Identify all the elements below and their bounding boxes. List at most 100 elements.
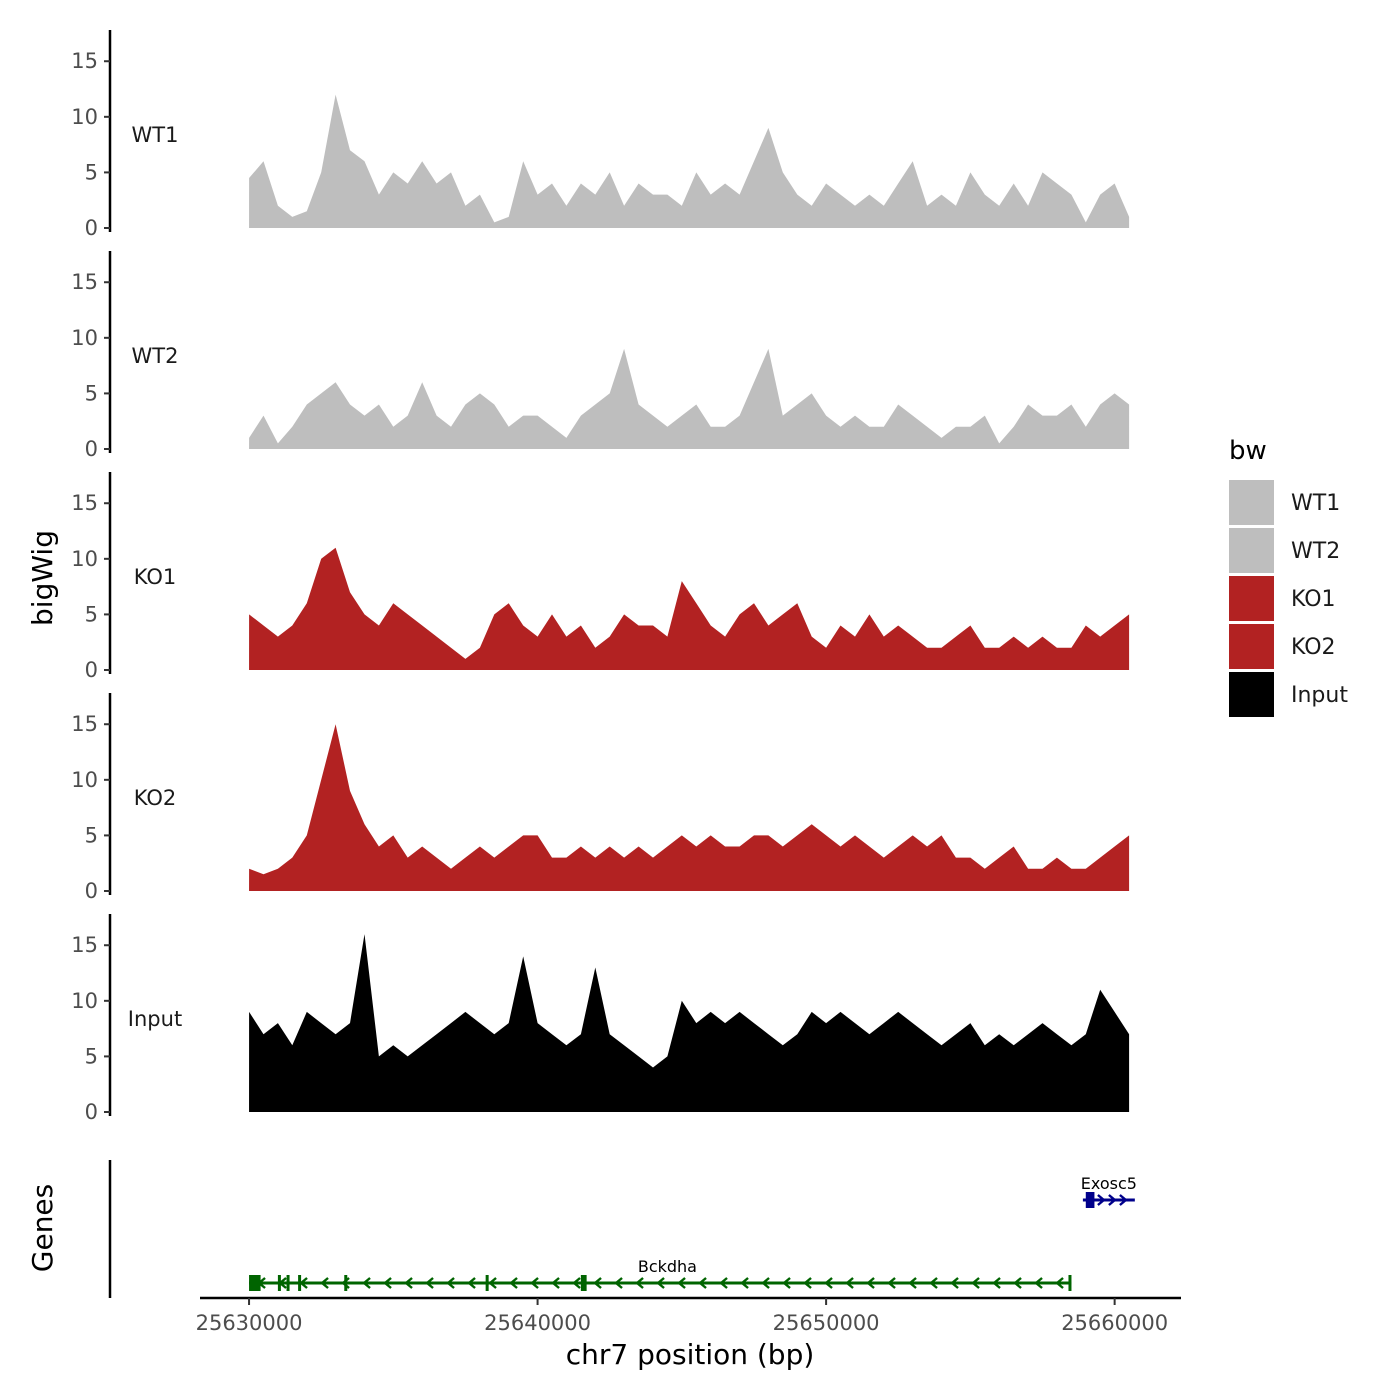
strand-chevron: [509, 1277, 518, 1289]
strand-chevron: [929, 1277, 938, 1289]
track-wt1: 0 5 10 15 WT1: [71, 30, 1130, 240]
exon: [1085, 1192, 1095, 1208]
y-tick-label: 5: [85, 823, 98, 847]
legend-key-ko2: [1229, 624, 1274, 669]
strand-chevron: [782, 1277, 791, 1289]
y-tick-label: 0: [85, 879, 98, 903]
strand-chevron: [866, 1277, 875, 1289]
x-tick-label: 25650000: [773, 1311, 880, 1335]
strand-chevron: [761, 1277, 770, 1289]
x-tick-label: 25640000: [484, 1311, 591, 1335]
strand-chevron: [446, 1277, 455, 1289]
exon: [580, 1275, 587, 1291]
strand-chevron: [698, 1277, 707, 1289]
legend-label-wt1: WT1: [1291, 491, 1340, 516]
legend-key-ko1: [1229, 576, 1274, 621]
track-ko2: 0 5 10 15 KO2: [71, 693, 1130, 903]
strand-chevron: [404, 1277, 413, 1289]
x-tick-label: 25630000: [196, 1311, 303, 1335]
strand-chevron: [1055, 1277, 1064, 1289]
area-ko2: [249, 724, 1130, 891]
y-tick-label: 15: [71, 933, 98, 957]
y-tick-label: 15: [71, 49, 98, 73]
strand-chevron: [530, 1277, 539, 1289]
strand-chevron: [572, 1277, 581, 1289]
strand-chevron: [992, 1277, 1001, 1289]
x-axis-title: chr7 position (bp): [566, 1338, 815, 1371]
area-wt2: [249, 348, 1130, 449]
legend-key-input: [1229, 672, 1274, 717]
y-axis-title: bigWig: [26, 530, 59, 626]
y-tick-label: 5: [85, 602, 98, 626]
area-wt1: [249, 94, 1130, 228]
strand-chevron: [908, 1277, 917, 1289]
strand-chevron: [1108, 1194, 1117, 1206]
exon: [277, 1275, 281, 1291]
exon: [344, 1275, 348, 1291]
legend-key-wt1: [1229, 480, 1274, 525]
strand-chevron: [614, 1277, 623, 1289]
exon: [298, 1275, 302, 1291]
y-tick-label: 15: [71, 712, 98, 736]
strand-chevron: [1097, 1194, 1106, 1206]
track-label-wt1: WT1: [132, 123, 179, 147]
track-label-ko2: KO2: [134, 786, 177, 810]
y-tick-label: 5: [85, 381, 98, 405]
y-tick-label: 10: [71, 105, 98, 129]
strand-chevron: [1119, 1194, 1128, 1206]
strand-chevron: [677, 1277, 686, 1289]
gene-label-bckdha: Bckdha: [638, 1257, 697, 1276]
y-tick-label: 15: [71, 491, 98, 515]
y-tick-label: 0: [85, 658, 98, 682]
y-tick-label: 5: [85, 1044, 98, 1068]
track-label-wt2: WT2: [132, 344, 179, 368]
legend: bw WT1 WT2 KO1 KO2 Input: [1229, 436, 1348, 717]
strand-chevron: [362, 1277, 371, 1289]
y-tick-label: 10: [71, 989, 98, 1013]
track-input: 0 5 10 15 Input: [71, 914, 1130, 1124]
strand-chevron: [551, 1277, 560, 1289]
strand-chevron: [803, 1277, 812, 1289]
strand-chevron: [845, 1277, 854, 1289]
legend-label-ko1: KO1: [1291, 587, 1336, 612]
y-tick-label: 5: [85, 160, 98, 184]
y-tick-label: 10: [71, 547, 98, 571]
strand-chevron: [887, 1277, 896, 1289]
legend-key-wt2: [1229, 528, 1274, 573]
strand-chevron: [635, 1277, 644, 1289]
x-tick-label: 25660000: [1061, 1311, 1168, 1335]
coverage-tracks: 0 5 10 15 WT1 0 5 10 15 WT2 0 5 10 15 KO1 0 5 10 15 KO2 0 5 10…: [71, 30, 1130, 1124]
strand-chevron: [488, 1277, 497, 1289]
y-tick-label: 0: [85, 437, 98, 461]
y-tick-label: 10: [71, 768, 98, 792]
area-ko1: [249, 547, 1130, 670]
y-tick-label: 15: [71, 270, 98, 294]
strand-chevron: [656, 1277, 665, 1289]
strand-chevron: [950, 1277, 959, 1289]
legend-label-wt2: WT2: [1291, 539, 1340, 564]
legend-label-ko2: KO2: [1291, 635, 1336, 660]
x-axis: 25630000 25640000 25650000 25660000: [196, 1296, 1181, 1335]
strand-chevron: [740, 1277, 749, 1289]
strand-chevron: [593, 1277, 602, 1289]
strand-chevron: [467, 1277, 476, 1289]
strand-chevron: [824, 1277, 833, 1289]
strand-chevron: [320, 1277, 329, 1289]
strand-chevron: [971, 1277, 980, 1289]
exon: [1068, 1275, 1072, 1291]
legend-label-input: Input: [1291, 683, 1348, 708]
track-label-ko1: KO1: [134, 565, 177, 589]
exon: [485, 1275, 489, 1291]
gene-bckdha: Bckdha: [249, 1257, 1072, 1291]
legend-title: bw: [1229, 436, 1267, 466]
area-input: [249, 934, 1130, 1112]
strand-chevron: [383, 1277, 392, 1289]
gene-track: Bckdha Exosc5: [108, 1160, 1137, 1298]
track-label-input: Input: [128, 1007, 182, 1031]
gene-label-exosc5: Exosc5: [1081, 1174, 1137, 1193]
gene-exosc5: Exosc5: [1081, 1174, 1137, 1208]
strand-chevron: [1013, 1277, 1022, 1289]
y-tick-label: 0: [85, 216, 98, 240]
genes-axis-title: Genes: [26, 1184, 59, 1272]
